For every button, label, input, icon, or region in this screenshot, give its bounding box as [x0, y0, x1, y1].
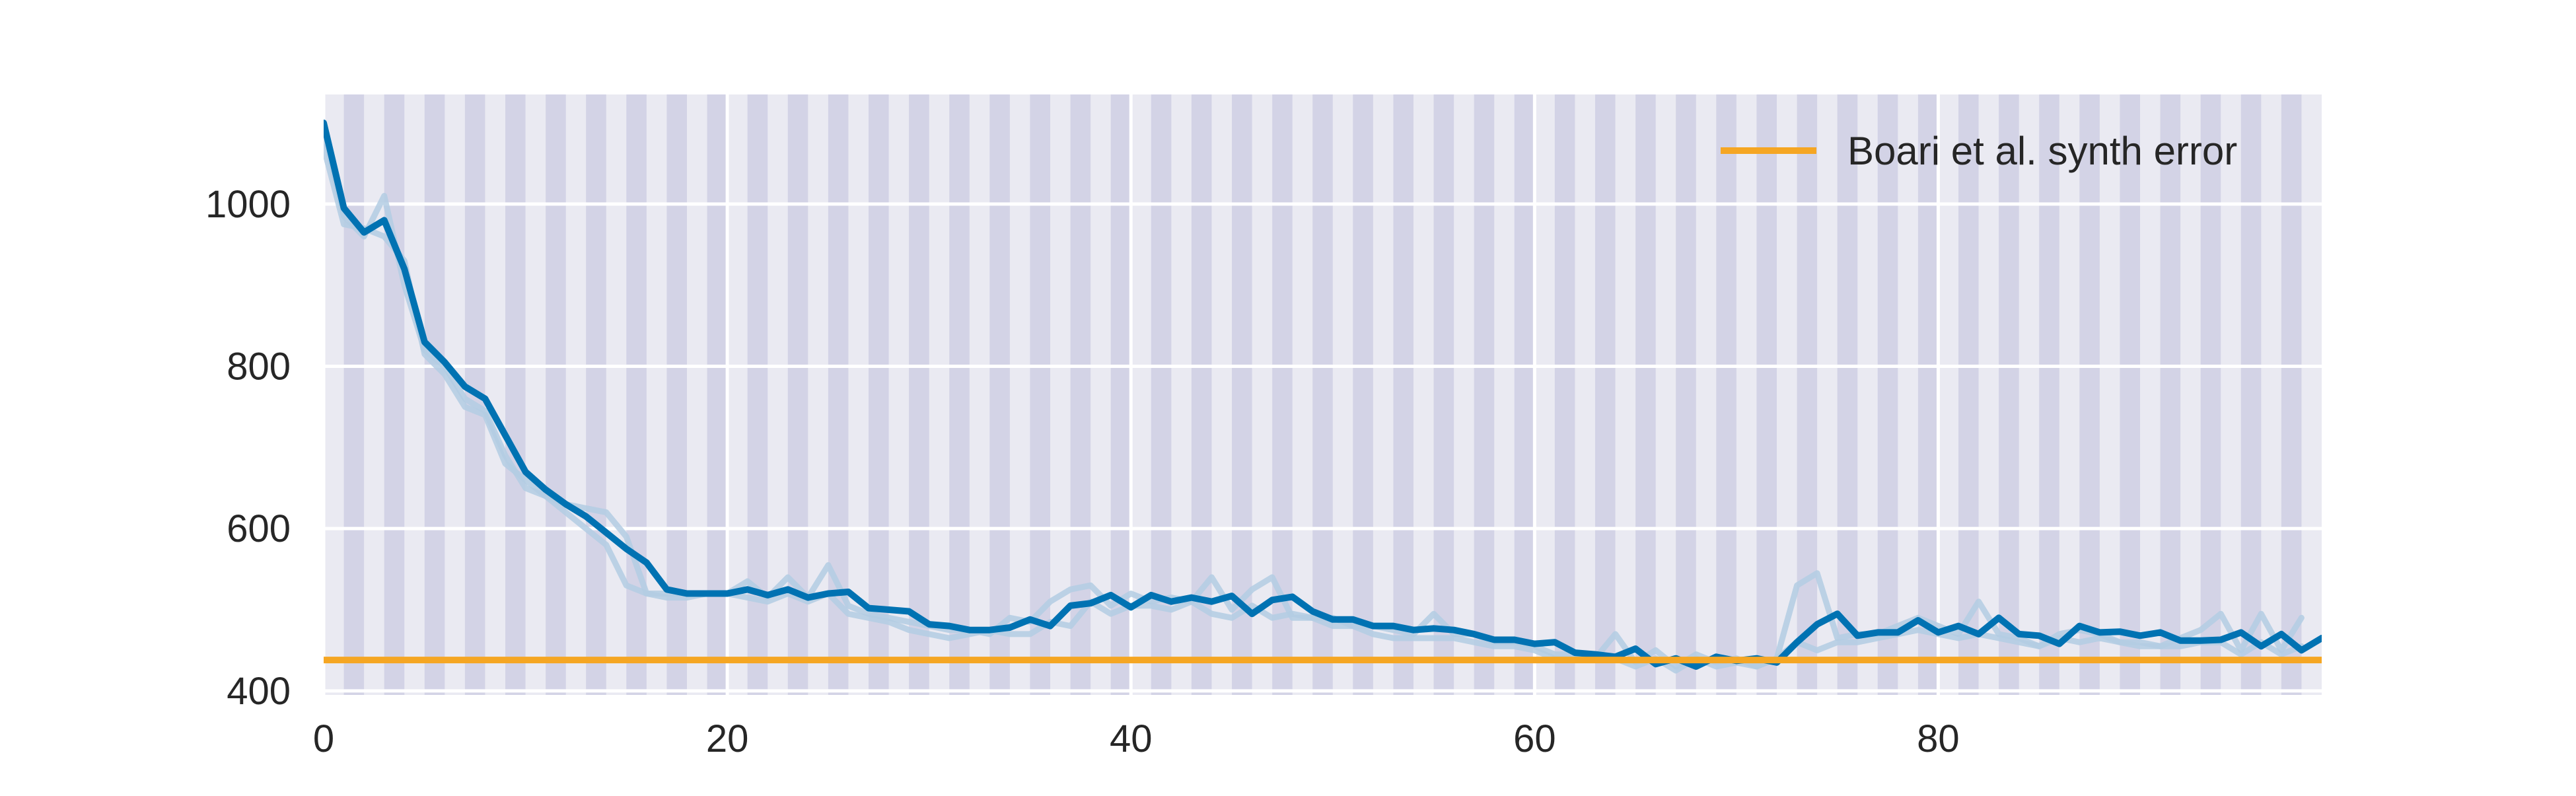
shaded-band [546, 94, 566, 695]
shaded-band [1393, 94, 1413, 695]
x-tick-label: 20 [706, 717, 749, 760]
shaded-band [1837, 94, 1858, 695]
shaded-band [1595, 94, 1616, 695]
shaded-band [747, 94, 768, 695]
shaded-band [2039, 94, 2059, 695]
shaded-band [343, 94, 365, 695]
shaded-band [1877, 94, 1898, 695]
x-tick-label: 0 [313, 717, 334, 760]
shaded-band [1676, 94, 1696, 695]
shaded-band [1797, 94, 1818, 695]
shaded-band [1312, 94, 1333, 695]
shaded-band [1070, 94, 1091, 695]
shaded-band [2120, 94, 2140, 695]
shaded-band [1716, 94, 1736, 695]
shaded-band [1554, 94, 1575, 695]
shaded-band [1999, 94, 2019, 695]
shaded-band [2200, 94, 2221, 695]
shaded-band [1958, 94, 1979, 695]
mean-series-line [324, 120, 2322, 670]
shaded-band [909, 94, 929, 695]
shaded-band [1635, 94, 1656, 695]
shaded-band [2160, 94, 2181, 695]
y-tick-label: 400 [227, 670, 291, 713]
shaded-band [1030, 94, 1050, 695]
shaded-band [1272, 94, 1293, 695]
shaded-band [1433, 94, 1454, 695]
x-tick-label: 60 [1513, 717, 1556, 760]
shaded-band [1917, 94, 1939, 695]
shaded-band [2281, 94, 2302, 695]
shaded-band [626, 94, 647, 695]
shaded-band [1474, 94, 1495, 695]
shaded-band [787, 94, 808, 695]
shaded-band [989, 94, 1010, 695]
shaded-band [505, 94, 526, 695]
legend-label: Boari et al. synth error [1847, 129, 2237, 173]
x-tick-label: 80 [1917, 717, 1960, 760]
y-tick-label: 800 [227, 345, 291, 388]
y-tick-label: 600 [227, 507, 291, 550]
shaded-band [869, 94, 889, 695]
shaded-band [2079, 94, 2100, 695]
shaded-band [586, 94, 606, 695]
shaded-band [1756, 94, 1777, 695]
x-tick-label: 40 [1110, 717, 1153, 760]
shaded-band [1353, 94, 1373, 695]
shaded-band [666, 94, 687, 695]
y-tick-label: 1000 [205, 183, 291, 226]
shaded-band [2240, 94, 2262, 695]
shaded-band [424, 94, 445, 695]
shaded-band [949, 94, 970, 695]
shaded-band [384, 94, 405, 695]
shaded-band [1514, 94, 1535, 695]
run-series-line-1 [324, 144, 2305, 674]
shaded-band [707, 94, 728, 695]
